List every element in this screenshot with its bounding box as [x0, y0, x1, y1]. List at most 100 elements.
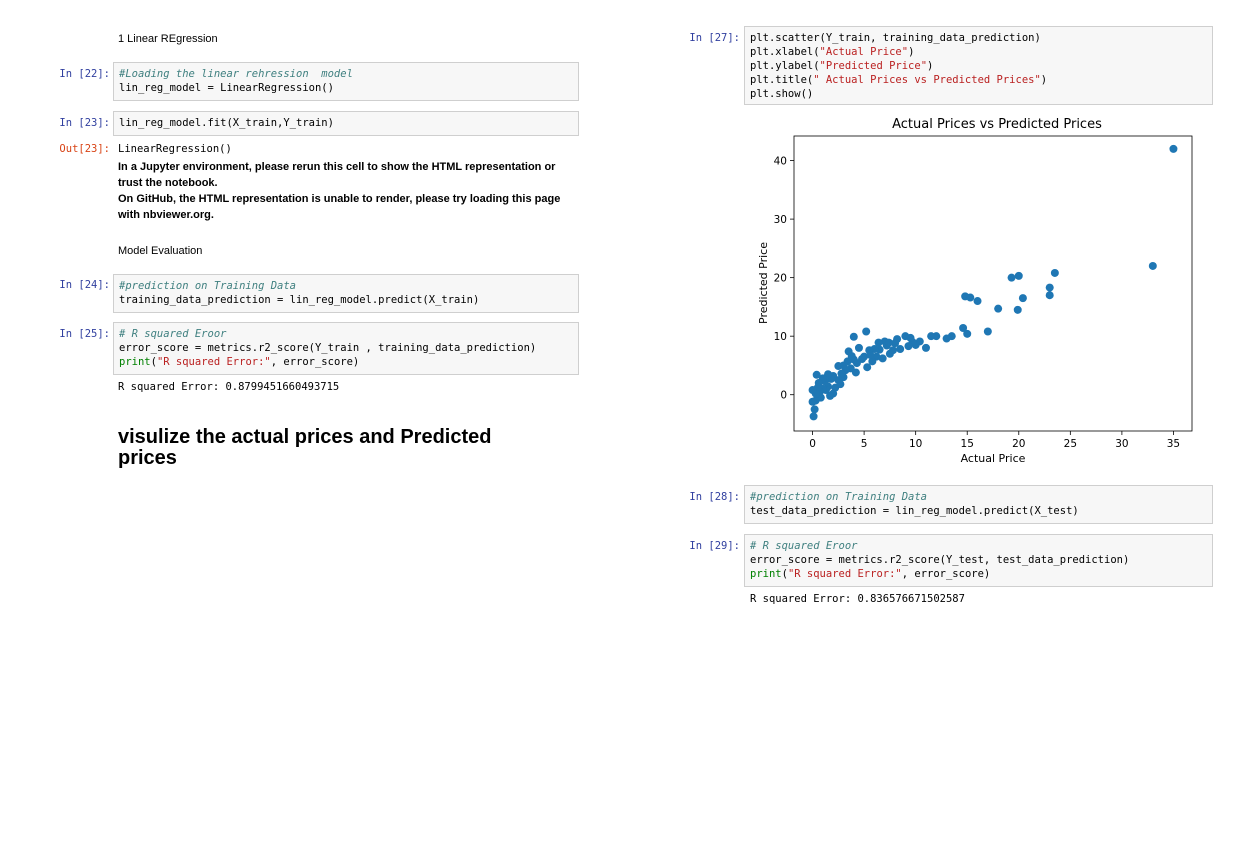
code-line: plt.xlabel( — [750, 46, 820, 58]
code-line: plt.title( — [750, 74, 814, 86]
code-comment: #prediction on Training Data — [750, 491, 928, 503]
code-comment: # R squared Eroor — [119, 328, 227, 340]
scatter-point — [836, 380, 845, 389]
x-tick-label: 30 — [1115, 438, 1128, 450]
markdown-heading-visualize: visulize the actual prices and Predicted… — [118, 426, 492, 469]
scatter-point — [1148, 261, 1157, 270]
scatter-plot: Actual Prices vs Predicted Prices 0 5 10 15… — [757, 117, 1193, 465]
y-tick-label: 30 — [774, 214, 787, 226]
x-axis-label: Actual Price — [961, 452, 1026, 465]
scatter-point — [810, 405, 819, 414]
code-string: "R squared Error:" — [156, 356, 271, 368]
code-string: "R squared Error:" — [787, 568, 902, 580]
markdown-model-evaluation: Model Evaluation — [118, 245, 203, 257]
scatter-point — [973, 297, 982, 306]
scatter-point — [927, 332, 936, 341]
y-tick-label: 40 — [774, 156, 787, 168]
scatter-point — [1007, 273, 1016, 282]
scatter-point — [966, 293, 975, 302]
y-tick-label: 20 — [774, 273, 787, 285]
scatter-point — [1014, 271, 1023, 280]
code-cell-27[interactable]: plt.scatter(Y_train, training_data_predi… — [744, 26, 1213, 105]
code-cell-29[interactable]: # R squared Eroor error_score = metrics.… — [744, 534, 1213, 587]
code-line: , error_score) — [901, 568, 991, 580]
x-tick-label: 20 — [1012, 438, 1025, 450]
markdown-section-title: 1 Linear REgression — [118, 33, 218, 45]
code-string: "Actual Price" — [819, 46, 909, 58]
cell-prompt: In [25]: — [59, 328, 110, 340]
scatter-point — [904, 342, 913, 351]
scatter-point — [896, 345, 905, 354]
scatter-point — [959, 323, 968, 332]
code-line: plt.scatter(Y_train, training_data_predi… — [750, 32, 1041, 44]
scatter-point — [1013, 305, 1022, 314]
cell-prompt: In [29]: — [689, 540, 740, 552]
code-comment: #prediction on Training Data — [119, 280, 297, 292]
code-line: ) — [927, 60, 934, 72]
scatter-point — [878, 354, 887, 363]
code-line: test_data_prediction = lin_reg_model.pre… — [750, 505, 1079, 517]
scatter-point — [942, 334, 951, 343]
scatter-point — [849, 332, 858, 341]
scatter-point — [888, 346, 897, 355]
x-tick-label: 0 — [809, 438, 816, 450]
x-tick-label: 5 — [861, 438, 868, 450]
code-cell-28[interactable]: #prediction on Training Data test_data_p… — [744, 485, 1213, 524]
code-line: lin_reg_model.fit(X_train,Y_train) — [119, 117, 334, 129]
output-r2-train: R squared Error: 0.8799451660493715 — [118, 381, 340, 393]
code-line: , error_score) — [270, 356, 360, 368]
scatter-point — [812, 370, 821, 379]
output-repr: LinearRegression() — [118, 143, 232, 155]
code-line: ) — [1040, 74, 1048, 86]
code-line: lin_reg_model = LinearRegression() — [119, 82, 334, 94]
y-axis-label: Predicted Price — [757, 242, 770, 324]
scatter-point — [893, 335, 902, 344]
scatter-point — [1045, 283, 1054, 292]
code-comment: #Loading the linear rehression model — [119, 68, 353, 80]
scatter-point — [866, 350, 875, 359]
scatter-point — [963, 329, 972, 338]
scatter-point — [851, 368, 860, 377]
code-line: plt.show() — [750, 88, 814, 100]
x-tick-label: 35 — [1167, 438, 1180, 450]
scatter-point — [906, 333, 915, 342]
code-builtin: print — [119, 356, 151, 368]
output-prompt: Out[23]: — [59, 143, 110, 155]
code-builtin: print — [750, 568, 782, 580]
code-line: plt.ylabel( — [750, 60, 820, 72]
code-cell-22[interactable]: #Loading the linear rehression model lin… — [113, 62, 579, 101]
plot-frame — [793, 135, 1193, 432]
scatter-point — [837, 369, 846, 378]
scatter-point — [921, 343, 930, 352]
scatter-point — [1169, 144, 1178, 153]
cell-prompt: In [24]: — [59, 279, 110, 291]
scatter-point — [994, 304, 1003, 313]
scatter-point — [874, 338, 883, 347]
scatter-point — [808, 397, 817, 406]
scatter-point — [847, 352, 856, 361]
x-tick-label: 25 — [1064, 438, 1077, 450]
code-string: " Actual Prices vs Predicted Prices" — [813, 74, 1041, 86]
y-tick-label: 0 — [780, 390, 787, 402]
x-tick-label: 10 — [909, 438, 922, 450]
cell-prompt: In [28]: — [689, 491, 740, 503]
scatter-point — [862, 327, 871, 336]
code-cell-24[interactable]: #prediction on Training Data training_da… — [113, 274, 579, 313]
scatter-point — [808, 386, 817, 395]
scatter-point — [834, 362, 843, 371]
scatter-point — [868, 357, 877, 366]
output-notice-github: On GitHub, the HTML representation is un… — [118, 193, 561, 221]
scatter-point — [1018, 294, 1027, 303]
scatter-point — [884, 338, 893, 347]
code-cell-23[interactable]: lin_reg_model.fit(X_train,Y_train) — [113, 111, 579, 136]
scatter-point — [1045, 291, 1054, 300]
scatter-point — [863, 363, 872, 372]
code-line: training_data_prediction = lin_reg_model… — [119, 294, 480, 306]
cell-prompt: In [22]: — [59, 68, 110, 80]
code-cell-25[interactable]: # R squared Eroor error_score = metrics.… — [113, 322, 579, 375]
code-line: error_score = metrics.r2_score(Y_train ,… — [119, 342, 537, 354]
scatter-point — [826, 391, 835, 400]
scatter-point — [1050, 268, 1059, 277]
scatter-point — [809, 412, 818, 421]
code-string: "Predicted Price" — [819, 60, 928, 72]
